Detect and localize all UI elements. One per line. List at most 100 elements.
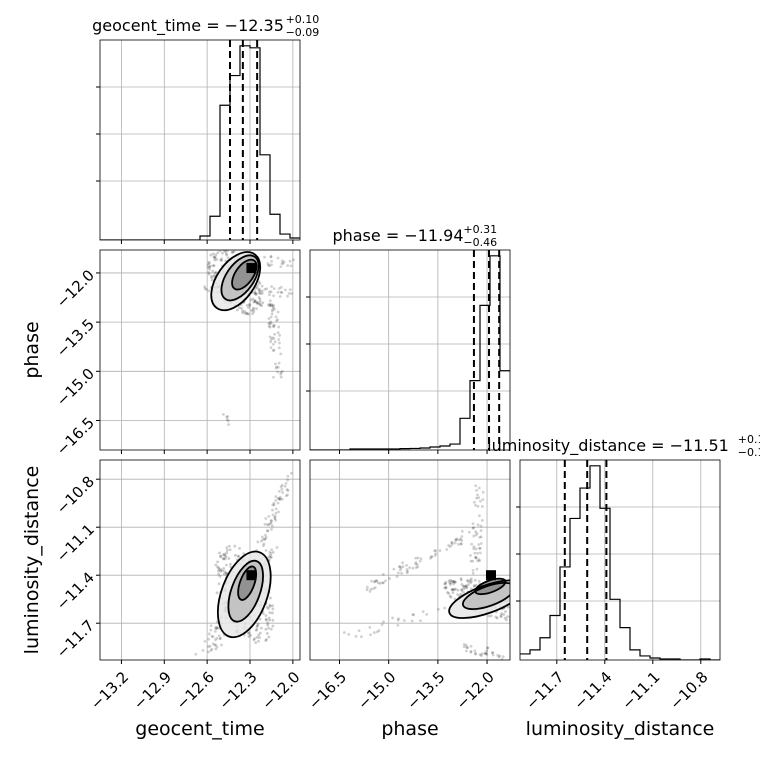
sample-point	[207, 650, 210, 654]
sample-point	[401, 561, 404, 565]
density-fill	[462, 582, 510, 610]
contour-line	[231, 258, 258, 291]
sample-point	[286, 474, 290, 478]
sample-point	[208, 267, 211, 271]
sample-point	[194, 652, 198, 656]
sample-point	[257, 639, 260, 643]
sample-point	[457, 543, 460, 546]
sample-point	[462, 645, 466, 649]
sample-point	[443, 606, 447, 610]
sample-point	[416, 565, 420, 569]
sample-point	[268, 618, 272, 622]
sample-point	[242, 552, 246, 556]
sample-point	[250, 309, 254, 312]
sample-point	[253, 300, 257, 304]
sample-point	[368, 590, 372, 593]
sample-point	[258, 636, 261, 640]
sample-point	[513, 597, 516, 600]
sample-point	[281, 491, 285, 494]
sample-point	[464, 584, 468, 588]
sample-point	[225, 415, 229, 419]
x-tick-label: −10.8	[666, 668, 711, 713]
sample-point	[286, 489, 290, 492]
sample-point	[373, 586, 377, 590]
sample-point	[221, 569, 224, 573]
sample-point	[447, 579, 451, 583]
title-plus: +0.10	[286, 13, 320, 26]
x-tick-label: −11.7	[522, 668, 567, 713]
sample-point	[264, 533, 267, 537]
sample-point	[272, 306, 275, 310]
density-peak	[485, 570, 496, 581]
sample-point	[270, 548, 274, 552]
sample-point	[277, 489, 281, 493]
sample-point	[273, 332, 277, 336]
sample-point	[472, 545, 476, 549]
sample-point	[270, 519, 273, 523]
sample-point	[207, 262, 211, 265]
sample-point	[454, 587, 457, 591]
sample-point	[225, 252, 228, 256]
sample-point	[269, 320, 272, 324]
sample-point	[477, 486, 481, 490]
sample-point	[210, 274, 214, 278]
sample-point	[354, 634, 358, 638]
sample-point	[421, 610, 425, 613]
sample-point	[279, 290, 283, 294]
sample-point	[347, 632, 351, 636]
sample-point	[269, 556, 273, 560]
sample-point	[514, 614, 517, 617]
sample-point	[278, 341, 281, 345]
sample-point	[469, 644, 473, 648]
sample-point	[277, 361, 281, 365]
sample-point	[377, 629, 381, 633]
sample-point	[274, 315, 278, 319]
sample-point	[270, 336, 274, 340]
sample-point	[216, 565, 219, 569]
sample-point	[473, 551, 477, 555]
sample-point	[271, 624, 275, 628]
sample-point	[226, 419, 230, 423]
sample-point	[288, 259, 292, 263]
sample-point	[459, 542, 463, 546]
sample-point	[232, 250, 236, 253]
sample-point	[263, 538, 267, 541]
sample-point	[267, 523, 271, 527]
sample-point	[261, 544, 265, 548]
sample-point	[501, 655, 505, 659]
sample-point	[270, 259, 273, 263]
sample-point	[211, 252, 215, 256]
sample-point	[277, 287, 281, 290]
sample-point	[272, 325, 276, 329]
sample-point	[419, 557, 423, 561]
sample-point	[438, 549, 442, 552]
sample-point	[269, 346, 273, 350]
sample-point	[274, 495, 278, 499]
sample-point	[512, 618, 515, 621]
sample-point	[233, 553, 237, 557]
sample-point	[456, 593, 459, 596]
sample-point	[279, 495, 282, 499]
title-minus: −0.46	[463, 236, 497, 249]
panel-title-geocent_time: geocent_time = −12.35	[92, 16, 284, 36]
sample-point	[277, 338, 281, 341]
sample-point	[249, 633, 252, 637]
sample-point	[281, 261, 285, 265]
sample-point	[266, 262, 270, 265]
sample-point	[414, 562, 418, 566]
histogram-geocent_time	[100, 45, 300, 240]
x-tick-label: −11.4	[570, 668, 615, 713]
sample-point	[466, 646, 470, 650]
sample-point	[270, 312, 274, 316]
sample-point	[251, 308, 255, 311]
sample-point	[280, 497, 284, 501]
sample-point	[264, 517, 268, 520]
sample-point	[472, 547, 476, 551]
sample-point	[211, 635, 215, 639]
sample-point	[365, 585, 369, 589]
sample-point	[269, 255, 273, 259]
sample-point	[219, 555, 223, 559]
title-plus: +0.31	[463, 223, 497, 236]
x-tick-label: −13.5	[403, 668, 448, 713]
contour-line	[474, 577, 507, 596]
